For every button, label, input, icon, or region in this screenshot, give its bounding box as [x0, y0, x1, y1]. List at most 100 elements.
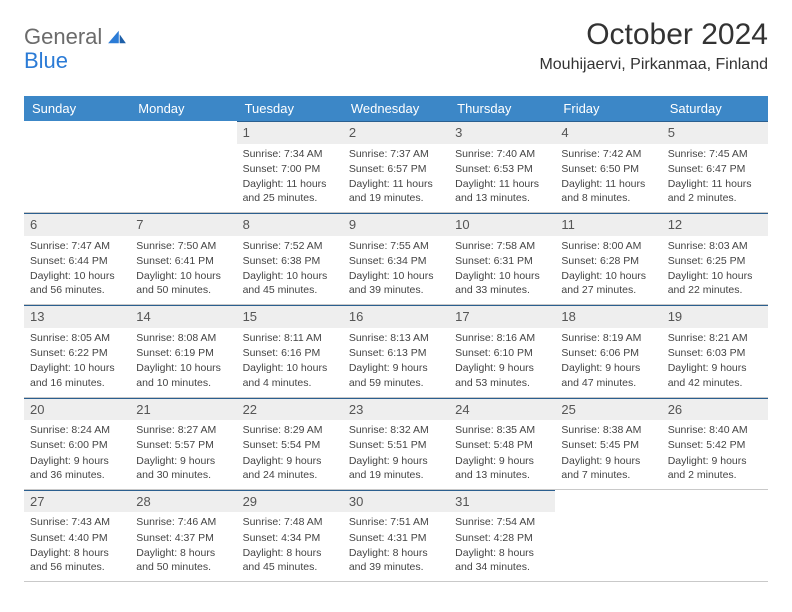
day-cell: 23Sunrise: 8:32 AMSunset: 5:51 PMDayligh… [343, 398, 449, 490]
sunrise-text: Sunrise: 8:35 AM [455, 423, 549, 437]
day-info: Sunrise: 8:24 AMSunset: 6:00 PMDaylight:… [24, 420, 130, 489]
day-number: 19 [662, 305, 768, 328]
day-info: Sunrise: 7:42 AMSunset: 6:50 PMDaylight:… [555, 144, 661, 213]
sunset-text: Sunset: 6:53 PM [455, 162, 549, 176]
day-number: 11 [555, 213, 661, 236]
day-info: Sunrise: 8:11 AMSunset: 6:16 PMDaylight:… [237, 328, 343, 397]
day-number: 20 [24, 398, 130, 421]
sunset-text: Sunset: 6:10 PM [455, 346, 549, 360]
brand-word-2: Blue [24, 48, 68, 74]
daylight-text: Daylight: 10 hours and 16 minutes. [30, 361, 124, 389]
calendar-body: 1Sunrise: 7:34 AMSunset: 7:00 PMDaylight… [24, 121, 768, 582]
sunrise-text: Sunrise: 7:52 AM [243, 239, 337, 253]
day-info: Sunrise: 8:00 AMSunset: 6:28 PMDaylight:… [555, 236, 661, 305]
sunset-text: Sunset: 4:31 PM [349, 531, 443, 545]
empty-cell [130, 121, 236, 213]
sunrise-text: Sunrise: 7:40 AM [455, 147, 549, 161]
empty-cell [24, 121, 130, 213]
daylight-text: Daylight: 11 hours and 13 minutes. [455, 177, 549, 205]
weekday-label: Thursday [449, 96, 555, 121]
day-number: 9 [343, 213, 449, 236]
sunrise-text: Sunrise: 8:29 AM [243, 423, 337, 437]
day-info: Sunrise: 7:52 AMSunset: 6:38 PMDaylight:… [237, 236, 343, 305]
sunrise-text: Sunrise: 7:55 AM [349, 239, 443, 253]
day-info: Sunrise: 8:29 AMSunset: 5:54 PM Daylight:… [237, 420, 343, 489]
daylight-text: Daylight: 9 hours and 7 minutes. [561, 454, 655, 482]
day-cell: 5Sunrise: 7:45 AMSunset: 6:47 PMDaylight… [662, 121, 768, 213]
day-info: Sunrise: 7:51 AMSunset: 4:31 PMDaylight:… [343, 512, 449, 581]
sunset-text: Sunset: 5:48 PM [455, 438, 549, 452]
day-info: Sunrise: 7:47 AMSunset: 6:44 PMDaylight:… [24, 236, 130, 305]
day-info: Sunrise: 8:08 AMSunset: 6:19 PMDaylight:… [130, 328, 236, 397]
brand-sail-icon [106, 29, 128, 45]
sunset-text: Sunset: 6:38 PM [243, 254, 337, 268]
day-info: Sunrise: 7:54 AMSunset: 4:28 PMDaylight:… [449, 512, 555, 581]
sunrise-text: Sunrise: 8:11 AM [243, 331, 337, 345]
day-cell: 30Sunrise: 7:51 AMSunset: 4:31 PMDayligh… [343, 490, 449, 582]
sunrise-text: Sunrise: 8:27 AM [136, 423, 230, 437]
sunset-text: Sunset: 4:28 PM [455, 531, 549, 545]
sunrise-text: Sunrise: 7:54 AM [455, 515, 549, 529]
day-number: 12 [662, 213, 768, 236]
day-info: Sunrise: 7:40 AMSunset: 6:53 PMDaylight:… [449, 144, 555, 213]
day-number: 29 [237, 490, 343, 513]
day-cell: 1Sunrise: 7:34 AMSunset: 7:00 PMDaylight… [237, 121, 343, 213]
daylight-text: Daylight: 9 hours and 24 minutes. [243, 454, 337, 482]
day-info: Sunrise: 8:16 AMSunset: 6:10 PMDaylight:… [449, 328, 555, 397]
daylight-text: Daylight: 10 hours and 27 minutes. [561, 269, 655, 297]
day-info: Sunrise: 8:32 AMSunset: 5:51 PMDaylight:… [343, 420, 449, 489]
day-cell: 8Sunrise: 7:52 AMSunset: 6:38 PMDaylight… [237, 213, 343, 305]
sunrise-text: Sunrise: 8:38 AM [561, 423, 655, 437]
sunset-text: Sunset: 4:40 PM [30, 531, 124, 545]
day-number: 1 [237, 121, 343, 144]
sunrise-text: Sunrise: 7:37 AM [349, 147, 443, 161]
daylight-text: Daylight: 11 hours and 19 minutes. [349, 177, 443, 205]
sunrise-text: Sunrise: 8:40 AM [668, 423, 762, 437]
day-cell: 31Sunrise: 7:54 AMSunset: 4:28 PMDayligh… [449, 490, 555, 582]
day-info: Sunrise: 8:19 AMSunset: 6:06 PMDaylight:… [555, 328, 661, 397]
sunrise-text: Sunrise: 7:51 AM [349, 515, 443, 529]
day-cell: 12Sunrise: 8:03 AMSunset: 6:25 PMDayligh… [662, 213, 768, 305]
sunset-text: Sunset: 5:57 PM [136, 438, 230, 452]
day-cell: 26Sunrise: 8:40 AMSunset: 5:42 PMDayligh… [662, 398, 768, 490]
day-number: 26 [662, 398, 768, 421]
day-cell: 7Sunrise: 7:50 AMSunset: 6:41 PMDaylight… [130, 213, 236, 305]
day-info: Sunrise: 8:27 AMSunset: 5:57 PMDaylight:… [130, 420, 236, 489]
sunset-text: Sunset: 5:51 PM [349, 438, 443, 452]
day-number: 24 [449, 398, 555, 421]
sunset-text: Sunset: 5:54 PM [243, 438, 337, 452]
day-cell: 15Sunrise: 8:11 AMSunset: 6:16 PMDayligh… [237, 305, 343, 397]
sunrise-text: Sunrise: 8:19 AM [561, 331, 655, 345]
day-info: Sunrise: 8:38 AMSunset: 5:45 PMDaylight:… [555, 420, 661, 489]
day-number: 22 [237, 398, 343, 421]
daylight-text: Daylight: 10 hours and 39 minutes. [349, 269, 443, 297]
weekday-label: Tuesday [237, 96, 343, 121]
day-info: Sunrise: 7:45 AMSunset: 6:47 PMDaylight:… [662, 144, 768, 213]
day-number: 13 [24, 305, 130, 328]
location-subtitle: Mouhijaervi, Pirkanmaa, Finland [539, 56, 768, 74]
daylight-text: Daylight: 11 hours and 25 minutes. [243, 177, 337, 205]
calendar: SundayMondayTuesdayWednesdayThursdayFrid… [24, 96, 768, 582]
sunrise-text: Sunrise: 7:45 AM [668, 147, 762, 161]
day-info: Sunrise: 7:55 AMSunset: 6:34 PMDaylight:… [343, 236, 449, 305]
empty-cell [555, 490, 661, 582]
daylight-text: Daylight: 10 hours and 50 minutes. [136, 269, 230, 297]
day-cell: 4Sunrise: 7:42 AMSunset: 6:50 PMDaylight… [555, 121, 661, 213]
day-number: 30 [343, 490, 449, 513]
sunset-text: Sunset: 6:57 PM [349, 162, 443, 176]
sunrise-text: Sunrise: 7:50 AM [136, 239, 230, 253]
day-cell: 25Sunrise: 8:38 AMSunset: 5:45 PMDayligh… [555, 398, 661, 490]
daylight-text: Daylight: 9 hours and 53 minutes. [455, 361, 549, 389]
sunrise-text: Sunrise: 7:46 AM [136, 515, 230, 529]
daylight-text: Daylight: 9 hours and 59 minutes. [349, 361, 443, 389]
day-cell: 19Sunrise: 8:21 AMSunset: 6:03 PMDayligh… [662, 305, 768, 397]
daylight-text: Daylight: 10 hours and 10 minutes. [136, 361, 230, 389]
month-title: October 2024 [539, 18, 768, 52]
sunrise-text: Sunrise: 8:24 AM [30, 423, 124, 437]
sunset-text: Sunset: 6:34 PM [349, 254, 443, 268]
day-cell: 20Sunrise: 8:24 AMSunset: 6:00 PMDayligh… [24, 398, 130, 490]
daylight-text: Daylight: 9 hours and 36 minutes. [30, 454, 124, 482]
day-number: 28 [130, 490, 236, 513]
sunset-text: Sunset: 6:13 PM [349, 346, 443, 360]
sunrise-text: Sunrise: 8:00 AM [561, 239, 655, 253]
